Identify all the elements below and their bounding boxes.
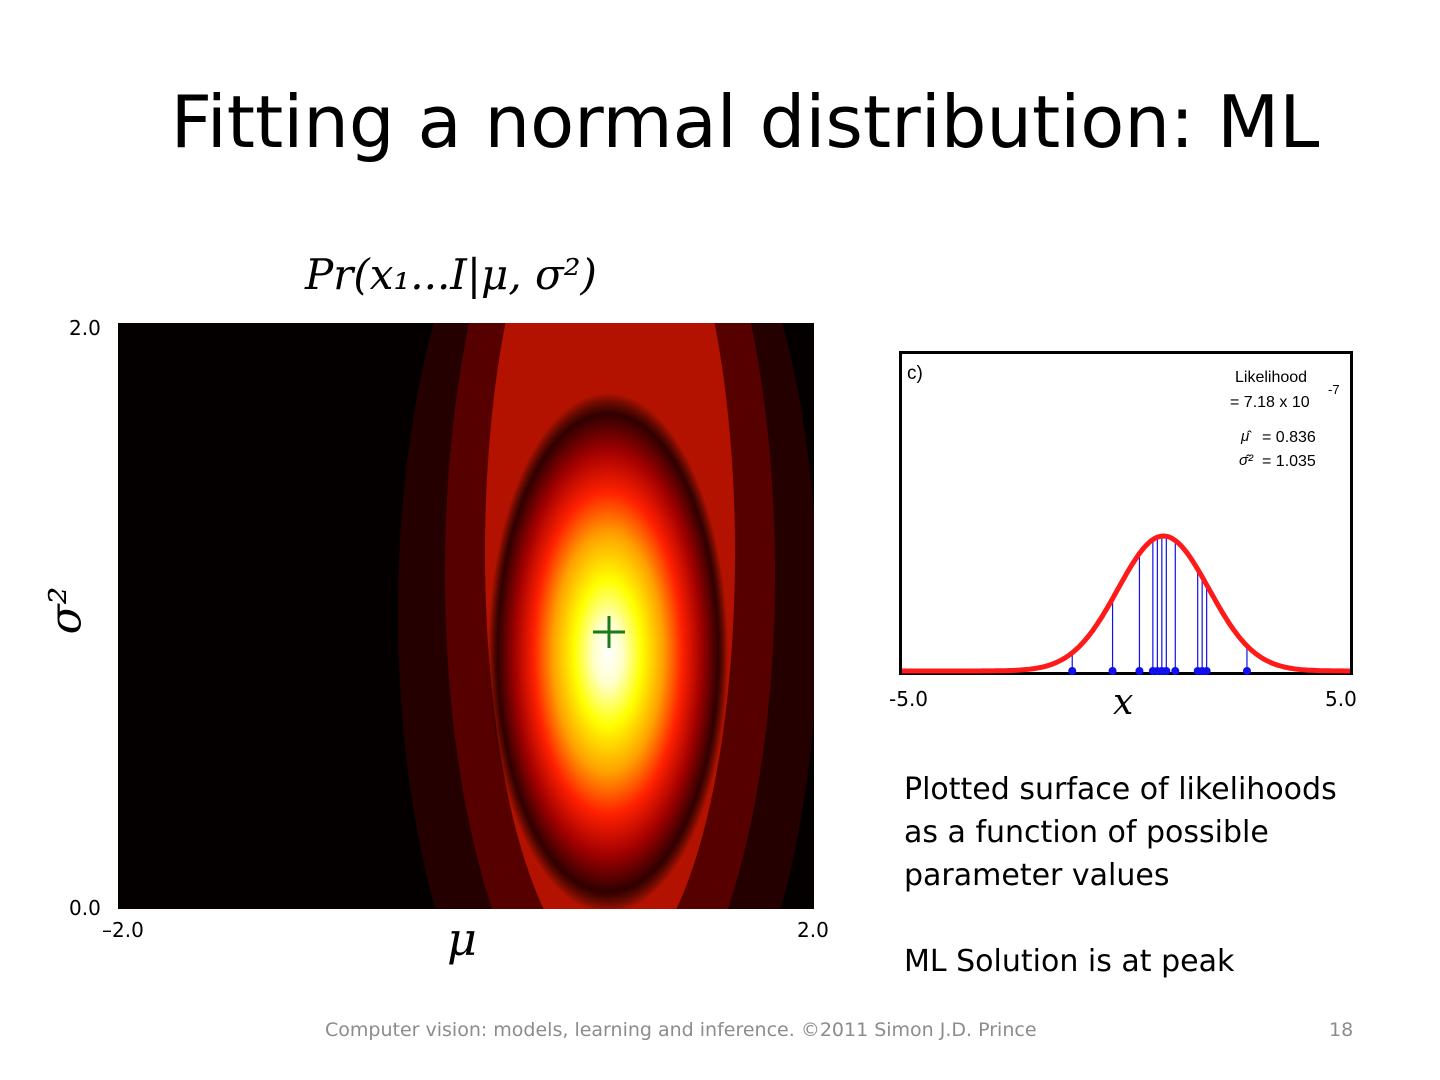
heatmap-y-axis-label: σ²: [40, 586, 92, 635]
fit-x-axis-label: x: [1113, 682, 1134, 723]
heatmap-y-tick-top: 2.0: [69, 316, 101, 340]
data-point: [1242, 667, 1251, 675]
mu-hat-value: = 0.836: [1262, 429, 1316, 446]
data-point: [1162, 667, 1171, 675]
heatmap-x-tick-right: 2.0: [797, 918, 829, 942]
data-stems: [1071, 536, 1248, 671]
heatmap-x-axis-label: μ: [447, 912, 477, 966]
data-point: [1171, 667, 1180, 675]
likelihood-peak-glow: [488, 393, 728, 909]
data-points: [1068, 667, 1251, 675]
likelihood-label: Likelihood: [1235, 369, 1308, 386]
fit-x-tick-right: 5.0: [1325, 687, 1357, 711]
fitted-normal-curve: [902, 533, 1350, 674]
data-point: [1135, 667, 1144, 675]
description: Plotted surface of likelihoods as a func…: [904, 768, 1384, 983]
description-line: as a function of possible: [904, 815, 1269, 850]
slide-title: Fitting a normal distribution: ML: [170, 80, 1320, 164]
sigma-hat-value: = 1.035: [1262, 453, 1316, 470]
data-point: [1202, 667, 1211, 675]
data-point: [1108, 667, 1117, 675]
peak-marker: [593, 616, 625, 648]
sigma-hat-symbol: σ̂²: [1239, 452, 1254, 469]
footer: Computer vision: models, learning and in…: [325, 1019, 1037, 1041]
likelihood-exponent: -7: [1328, 382, 1340, 397]
likelihood-heatmap: [118, 323, 814, 909]
description-line: Plotted surface of likelihoods: [904, 772, 1337, 807]
likelihood-value: = 7.18 x 10: [1230, 394, 1310, 411]
slide-number: 18: [1329, 1019, 1354, 1041]
fit-plot: [899, 351, 1353, 675]
panel-label: c): [907, 363, 923, 384]
heatmap-title: Pr(x₁...I|μ, σ²): [305, 250, 597, 299]
description-conclusion: ML Solution is at peak: [904, 944, 1235, 979]
heatmap-y-tick-bottom: 0.0: [69, 896, 101, 920]
description-line: parameter values: [904, 858, 1170, 893]
heatmap-x-tick-left: –2.0: [102, 918, 144, 942]
data-point: [1068, 667, 1077, 675]
fit-x-tick-left: -5.0: [889, 687, 929, 711]
mu-hat-symbol: μ̂: [1241, 428, 1250, 445]
